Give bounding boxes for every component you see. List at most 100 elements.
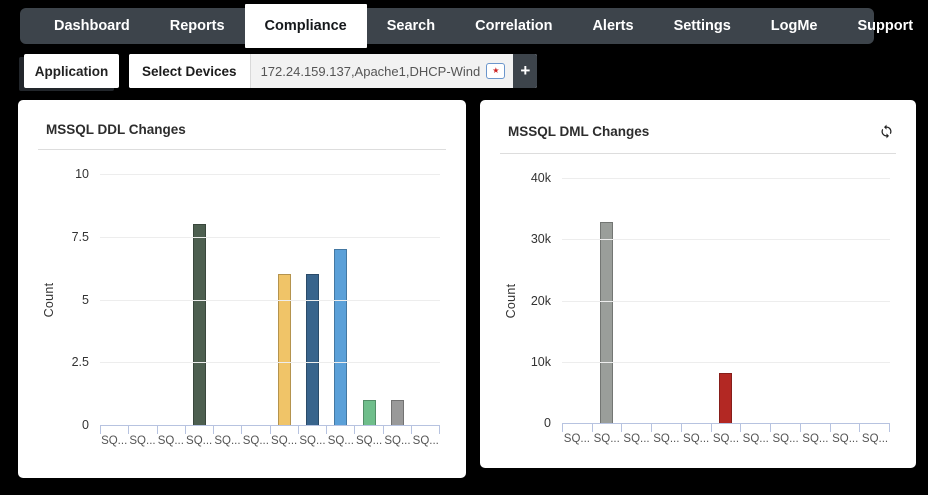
- bar[interactable]: [192, 224, 206, 425]
- x-tick: [213, 426, 241, 434]
- x-axis-category-label: SQ...: [186, 435, 213, 447]
- panel-title: MSSQL DDL Changes: [46, 122, 186, 137]
- y-tick-label: 20k: [530, 293, 551, 308]
- bar[interactable]: [334, 249, 348, 425]
- bar-slot: [355, 174, 383, 425]
- dml-bar-chart: Count 40k 30k 20k 10k 0 SQ... SQ... SQ... SQ...…: [500, 171, 896, 445]
- panel-title: MSSQL DML Changes: [508, 124, 650, 139]
- refresh-icon: [879, 124, 894, 139]
- x-tick: [829, 424, 860, 432]
- x-tick: [354, 426, 382, 434]
- bar[interactable]: [362, 399, 376, 425]
- y-tick-label: 10k: [530, 354, 551, 369]
- refresh-button[interactable]: [877, 122, 896, 141]
- x-axis-category-label: SQ...: [412, 435, 439, 447]
- x-axis-category-label: SQ...: [214, 435, 241, 447]
- x-axis-ticks: [100, 426, 440, 434]
- nav-item-search[interactable]: Search: [386, 18, 436, 34]
- x-axis-category-label: SQ...: [101, 435, 128, 447]
- x-tick: [591, 424, 622, 432]
- x-tick: [156, 426, 185, 434]
- x-axis-category-label: SQ...: [384, 435, 411, 447]
- plot-area: Count 10 7.5 5 2.5 0: [42, 167, 440, 432]
- device-list-value: 172.24.159.137,Apache1,DHCP-Wind: [260, 63, 481, 79]
- gridline: [100, 174, 440, 175]
- x-axis-labels: SQ... SQ... SQ... SQ... SQ... SQ... SQ... SQ...…: [100, 434, 440, 447]
- x-axis-category-label: SQ...: [157, 435, 184, 447]
- x-tick: [184, 426, 213, 434]
- x-tick: [100, 426, 128, 434]
- x-tick: [621, 424, 651, 432]
- y-tick-label: 2.5: [71, 355, 89, 370]
- y-tick-label: 30k: [530, 232, 551, 247]
- application-tab[interactable]: Application: [24, 54, 119, 88]
- x-axis-category-label: SQ...: [271, 435, 298, 447]
- y-axis-label: Count: [42, 282, 56, 317]
- bar-slot: [711, 178, 741, 423]
- bar-slot: [185, 174, 213, 425]
- bar[interactable]: [277, 274, 291, 425]
- x-axis-category-label: SQ...: [653, 433, 680, 445]
- x-axis-category-label: SQ...: [772, 433, 799, 445]
- y-tick-label: 0: [544, 416, 551, 430]
- x-axis-category-label: SQ...: [861, 433, 889, 445]
- nav-item-reports[interactable]: Reports: [169, 18, 225, 34]
- x-axis-category-label: SQ...: [327, 435, 354, 447]
- bars-container: [100, 174, 440, 425]
- device-picker-icon[interactable]: ★: [486, 63, 506, 79]
- nav-item-compliance[interactable]: Compliance: [244, 4, 367, 48]
- bar-slot: [383, 174, 411, 425]
- divider: [500, 153, 896, 154]
- y-tick-label: 10: [75, 167, 89, 181]
- divider: [38, 149, 446, 150]
- x-axis-category-label: SQ...: [129, 435, 156, 447]
- x-tick: [799, 424, 830, 432]
- x-tick: [740, 424, 770, 432]
- nav-item-correlation[interactable]: Correlation: [475, 18, 553, 34]
- y-tick-label: 5: [82, 292, 89, 307]
- gridline: [562, 300, 890, 302]
- dml-changes-panel: MSSQL DML Changes Count 40k 30k 20k 10k 0 SQ…: [480, 100, 916, 468]
- bar[interactable]: [305, 274, 319, 425]
- nav-item-settings[interactable]: Settings: [673, 18, 731, 34]
- nav-item-dashboard[interactable]: Dashboard: [54, 18, 130, 34]
- nav-item-support[interactable]: Support: [857, 18, 914, 34]
- x-axis-category-label: SQ...: [356, 435, 383, 447]
- nav-item-alerts[interactable]: Alerts: [592, 18, 634, 34]
- x-axis-category-label: SQ...: [623, 433, 650, 445]
- y-axis-label: Count: [504, 283, 518, 318]
- x-tick: [326, 426, 354, 434]
- x-tick: [710, 424, 741, 432]
- bar[interactable]: [600, 222, 614, 423]
- nav-item-logme[interactable]: LogMe: [770, 18, 818, 34]
- add-device-button[interactable]: +: [513, 54, 538, 88]
- x-axis-category-label: SQ...: [802, 433, 829, 445]
- x-tick: [241, 426, 269, 434]
- device-select-strip: Select Devices 172.24.159.137,Apache1,DH…: [129, 54, 538, 88]
- bar[interactable]: [390, 399, 404, 425]
- ddl-bar-chart: Count 10 7.5 5 2.5 0 SQ... SQ... SQ... SQ... SQ.…: [38, 167, 446, 447]
- bar[interactable]: [719, 372, 733, 423]
- x-axis-labels: SQ... SQ... SQ... SQ... SQ... SQ... SQ... SQ...…: [562, 432, 890, 445]
- filter-row: Application Select Devices 172.24.159.13…: [24, 54, 538, 88]
- gridline: [562, 361, 890, 363]
- ddl-changes-panel: MSSQL DDL Changes Count 10 7.5 5 2.5 0 SQ...…: [18, 100, 466, 478]
- bar-slot: [327, 174, 355, 425]
- x-tick: [410, 426, 440, 434]
- x-axis-category-label: SQ...: [299, 435, 326, 447]
- gridline: [100, 299, 440, 301]
- device-list-input[interactable]: 172.24.159.137,Apache1,DHCP-Wind ★: [249, 54, 514, 88]
- x-tick: [770, 424, 800, 432]
- y-tick-label: 0: [82, 418, 89, 432]
- x-tick: [859, 424, 891, 432]
- bars-container: [562, 178, 890, 423]
- gridline: [562, 239, 890, 241]
- x-axis-category-label: SQ...: [712, 433, 740, 445]
- plot-area: Count 40k 30k 20k 10k 0: [504, 171, 890, 430]
- x-axis-category-label: SQ...: [593, 433, 620, 445]
- x-axis-category-label: SQ...: [742, 433, 769, 445]
- x-tick: [269, 426, 298, 434]
- top-navbar: Dashboard Reports Compliance Search Corr…: [20, 4, 913, 48]
- x-axis-category-label: SQ...: [242, 435, 269, 447]
- y-tick-label: 40k: [530, 171, 551, 185]
